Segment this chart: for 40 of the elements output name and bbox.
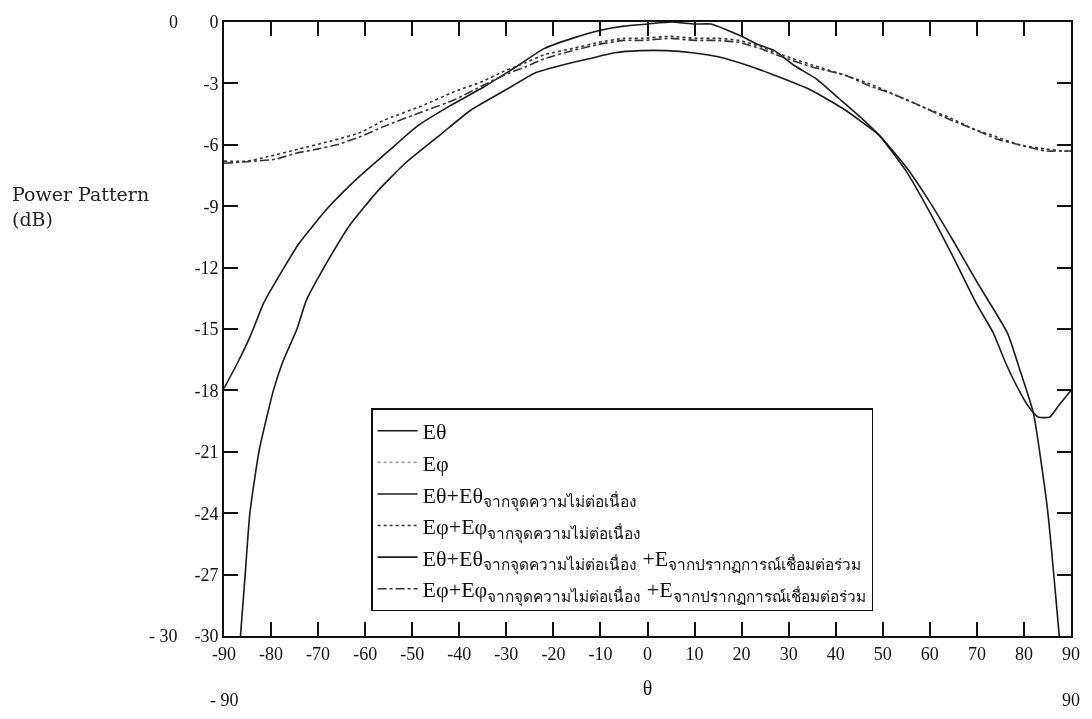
y-tick-label: 0 [209, 12, 219, 33]
x-tick-label: 20 [732, 643, 751, 664]
legend-label: Eφ+Eφ$_{จากจุดความไม่ต่อเนื่อง}$ [422, 514, 642, 544]
x-tick-label: -10 [588, 643, 613, 664]
y-tick-label: -18 [194, 380, 219, 401]
text: - 90 [210, 690, 239, 710]
x-tick-label: 0 [643, 643, 652, 664]
x-axis-title: θ [642, 676, 653, 699]
x-tick-label: 10 [685, 643, 704, 664]
x-tick-label: 40 [826, 643, 845, 664]
y-axis-title: Power Pattern (dB) [12, 183, 150, 230]
x-tick-label: -80 [259, 643, 284, 664]
x-tick-label: -70 [306, 643, 331, 664]
text: 90 [1062, 690, 1080, 710]
y-tick-label: -6 [203, 135, 219, 156]
x-tick-label: -40 [447, 643, 472, 664]
x-tick-label: -30 [494, 643, 519, 664]
legend-label: Eθ [422, 419, 447, 445]
text: - 30 [149, 626, 178, 646]
y-tick-label: -27 [194, 564, 219, 585]
x-tick-label: 50 [873, 643, 892, 664]
x-tick-label: -60 [353, 643, 378, 664]
x-tick-label: 90 [1062, 643, 1080, 664]
y-tick-label: -15 [194, 319, 219, 340]
legend-label: Eφ [422, 450, 449, 476]
y-tick-label: -3 [203, 73, 219, 94]
y-tick-label: -9 [203, 196, 219, 217]
x-tick-label: 30 [779, 643, 798, 664]
x-tick-label: 70 [967, 643, 986, 664]
y-tick-label: -21 [194, 442, 219, 463]
x-tick-label: -20 [541, 643, 566, 664]
legend-label: Eθ+Eθ$_{จากจุดความไม่ต่อเนื่อง}$ +E$_{จากปรากฏการณ์เชื่อมต่อร่วม}$ [422, 545, 862, 576]
y-tick-label: -12 [194, 257, 219, 278]
legend-label: Eφ+Eφ$_{จากจุดความไม่ต่อเนื่อง}$ +E$_{จากปรากฏการณ์เชื่อมต่อร่วม}$ [422, 577, 866, 607]
x-tick-label: 80 [1014, 643, 1033, 664]
legend-label: Eθ+Eθ$_{จากจุดความไม่ต่อเนื่อง}$ [422, 482, 637, 513]
y-tick-label: -24 [194, 503, 219, 524]
x-tick-label: -50 [400, 643, 425, 664]
text: 0 [169, 12, 178, 32]
x-tick-label: 60 [920, 643, 939, 664]
